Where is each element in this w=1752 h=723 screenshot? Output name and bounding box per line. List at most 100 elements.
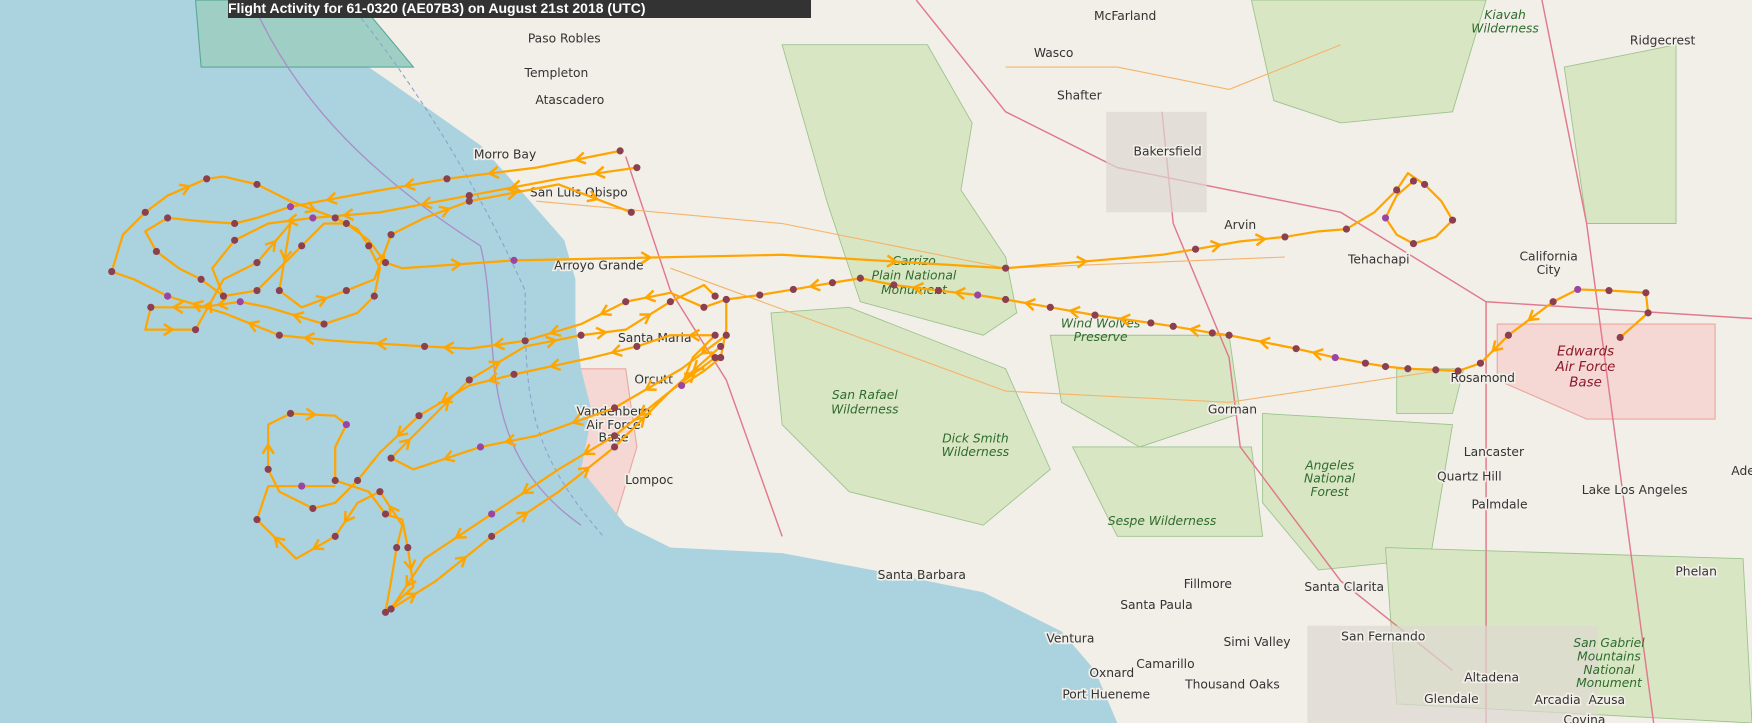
park-label: Dick Smith	[942, 432, 1008, 446]
place-label: Shafter	[1057, 88, 1103, 102]
position-point	[286, 409, 295, 418]
place-label: Gorman	[1208, 402, 1257, 416]
position-point	[253, 286, 261, 295]
position-point	[203, 175, 211, 183]
position-point	[253, 259, 261, 267]
position-point	[164, 214, 172, 222]
park-label: Sespe Wilderness	[1108, 514, 1217, 528]
park-label: Wilderness	[1471, 21, 1539, 35]
direction-arrow-icon	[644, 379, 657, 391]
direction-arrow-icon	[341, 208, 355, 222]
direction-arrow-icon	[454, 527, 467, 539]
position-point	[1147, 319, 1155, 327]
direction-arrow-icon	[1076, 255, 1089, 269]
direction-arrow-icon	[304, 201, 318, 214]
direction-arrow-icon	[1527, 309, 1540, 322]
place-label: Santa Maria	[618, 331, 691, 345]
park-label: Forest	[1310, 485, 1350, 499]
direction-arrow-icon	[171, 300, 184, 314]
place-label: Quartz Hill	[1437, 469, 1502, 483]
place-label: City	[1537, 263, 1561, 277]
direction-arrow-icon	[548, 324, 562, 338]
direction-arrow-icon	[261, 442, 275, 455]
position-point	[236, 298, 244, 306]
direction-arrow-icon	[610, 344, 623, 357]
position-point	[376, 488, 384, 496]
place-label: McFarland	[1094, 9, 1156, 23]
position-point	[1454, 367, 1462, 375]
position-point	[1381, 214, 1390, 222]
place-label: Templeton	[524, 66, 589, 80]
direction-arrow-icon	[953, 286, 966, 301]
place-label: Ventura	[1046, 632, 1094, 646]
position-point	[1432, 366, 1440, 374]
position-point	[1409, 177, 1418, 185]
position-point	[1409, 240, 1418, 248]
park-area	[1049, 334, 1241, 448]
position-point	[711, 292, 719, 300]
position-point	[353, 476, 362, 485]
position-point	[610, 432, 619, 440]
la-urban	[1307, 625, 1598, 723]
park-label: Wilderness	[831, 402, 899, 416]
position-point	[465, 191, 473, 200]
position-point	[1421, 180, 1429, 188]
position-point	[231, 236, 239, 244]
position-point	[264, 465, 272, 473]
direction-arrow-icon	[264, 239, 277, 252]
place-label: Ridgecrest	[1630, 34, 1696, 48]
position-point	[1361, 359, 1369, 367]
direction-arrow-icon	[548, 358, 562, 372]
place-label: Ade	[1731, 464, 1752, 478]
direction-arrow-icon	[599, 304, 612, 317]
place-label: Lompoc	[625, 473, 673, 487]
park-area	[770, 306, 1051, 526]
place-label: Simi Valley	[1223, 635, 1290, 649]
position-point	[1448, 216, 1457, 224]
direction-arrow-icon	[503, 433, 517, 447]
track-segment	[389, 283, 727, 471]
park-label: Preserve	[1074, 330, 1128, 344]
direction-arrow-icon	[509, 179, 523, 193]
place-label: San Fernando	[1341, 629, 1425, 643]
position-point	[365, 242, 373, 250]
direction-arrow-icon	[1209, 239, 1223, 253]
position-point	[722, 331, 730, 339]
direction-arrow-icon	[442, 449, 456, 463]
direction-arrow-icon	[291, 311, 305, 324]
direction-arrow-icon	[638, 404, 652, 417]
maritime-boundary	[345, 0, 604, 537]
highway	[1541, 0, 1655, 723]
position-point	[298, 242, 306, 250]
position-point	[974, 291, 982, 299]
position-point	[488, 510, 496, 518]
position-point	[789, 285, 797, 294]
park-label: Wind Wolves	[1061, 316, 1141, 330]
direction-arrow-icon	[442, 341, 455, 355]
position-point	[711, 354, 719, 362]
position-point	[331, 476, 339, 485]
position-point	[275, 286, 283, 295]
park-label: National	[1583, 663, 1635, 677]
park-label: National	[1304, 472, 1356, 486]
position-point	[700, 303, 708, 311]
direction-arrow-icon	[273, 535, 286, 549]
position-point	[152, 247, 161, 256]
road	[670, 267, 1453, 403]
direction-arrow-icon	[305, 407, 318, 421]
map-title: Flight Activity for 61-0320 (AE07B3) on …	[228, 0, 811, 18]
place-label: Orcutt	[634, 372, 673, 386]
position-point	[415, 412, 423, 420]
position-point	[331, 214, 339, 222]
position-point	[1616, 333, 1624, 342]
direction-arrow-icon	[311, 538, 325, 551]
position-point	[856, 274, 864, 282]
position-point	[1342, 225, 1350, 233]
park-area	[1071, 446, 1264, 537]
position-point	[1281, 233, 1289, 241]
direction-arrow-icon	[1311, 348, 1324, 361]
place-label: Arvin	[1224, 218, 1256, 232]
